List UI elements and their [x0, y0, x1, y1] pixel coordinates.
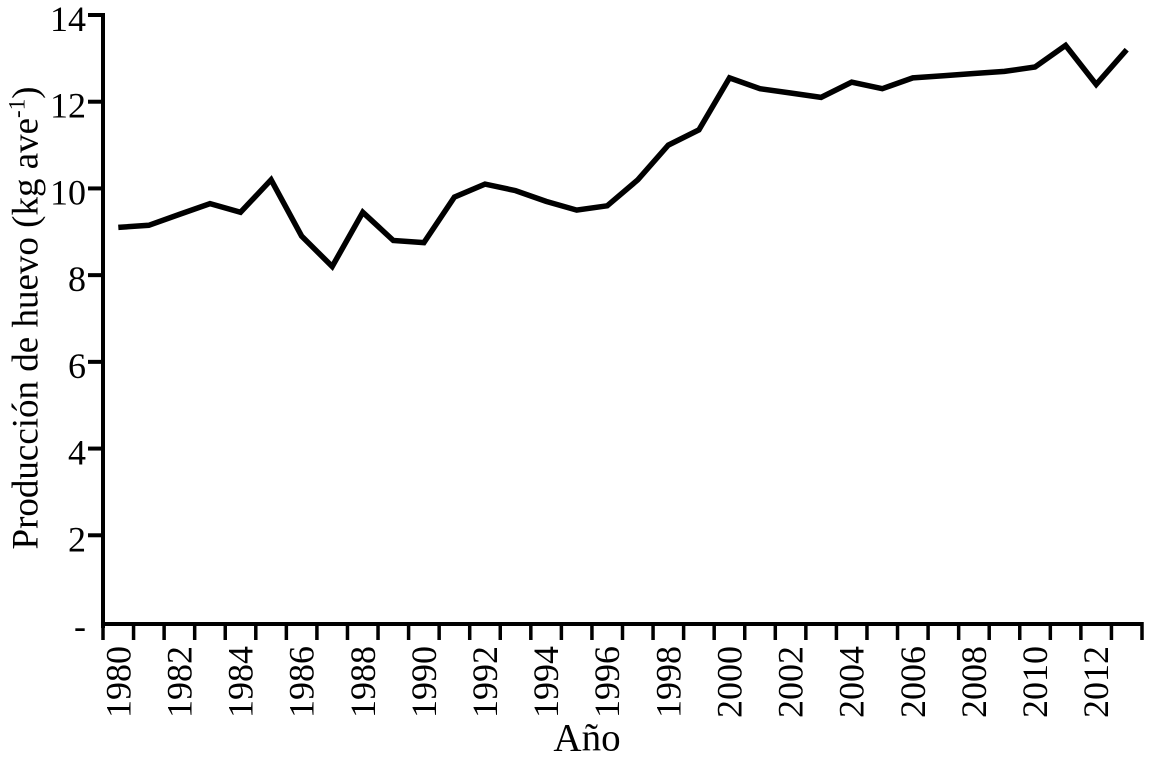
y-tick-label: 8	[68, 259, 86, 299]
x-tick-label: 1988	[343, 646, 383, 718]
x-tick-label: 1984	[221, 646, 261, 718]
y-tick-label: 2	[68, 519, 86, 559]
x-tick-label: 1996	[587, 646, 627, 718]
x-axis-title: Año	[553, 716, 621, 760]
x-tick-label: 2008	[954, 646, 994, 718]
y-tick-label: 10	[50, 172, 86, 212]
y-axis-title-superscript: -1	[4, 98, 30, 118]
x-tick-label: 1986	[282, 646, 322, 718]
y-tick-label: 14	[50, 0, 86, 39]
x-tick-label: 2002	[771, 646, 811, 718]
x-tick-label: 1990	[404, 646, 444, 718]
x-tick-label: 1992	[465, 646, 505, 718]
egg-production-line	[118, 41, 1129, 271]
x-tick-label: 2012	[1076, 646, 1116, 718]
x-tick-label: 2010	[1015, 646, 1055, 718]
x-tick-label: 1998	[648, 646, 688, 718]
x-tick-label: 2004	[832, 646, 872, 718]
y-axis-title: Producción de huevo (kg ave-1)	[4, 87, 47, 550]
y-axis-title-close-paren: )	[5, 86, 47, 99]
x-tick-label: 1980	[98, 646, 138, 718]
y-tick-label: 12	[50, 86, 86, 126]
y-tick-label: 4	[68, 433, 86, 473]
x-tick-label: 2000	[709, 646, 749, 718]
x-tick-label: 1994	[526, 646, 566, 718]
x-tick-label: 1982	[159, 646, 199, 718]
y-tick-label: 6	[68, 346, 86, 386]
y-tick-label: -	[74, 606, 86, 646]
y-axis-title-text: Producción de huevo (kg ave	[5, 117, 47, 550]
x-tick-label: 2006	[893, 646, 933, 718]
